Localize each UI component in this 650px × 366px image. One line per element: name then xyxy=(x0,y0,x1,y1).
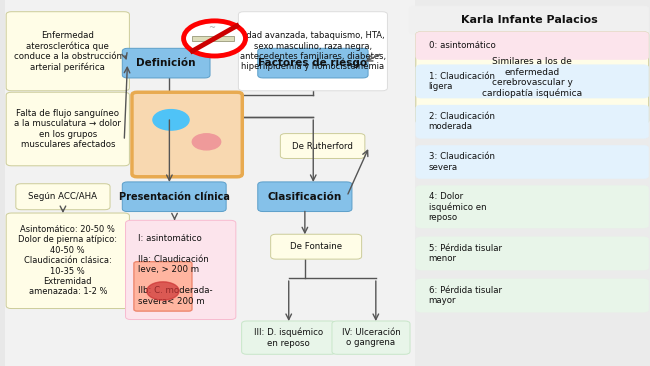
FancyBboxPatch shape xyxy=(416,186,649,228)
Text: Similares a los de
enfermedad
cerebrovascular y
cardiopatía isquémica: Similares a los de enfermedad cerebrovas… xyxy=(482,57,582,98)
FancyBboxPatch shape xyxy=(416,32,649,124)
Text: De Rutherford: De Rutherford xyxy=(292,142,353,150)
FancyBboxPatch shape xyxy=(270,234,361,259)
FancyBboxPatch shape xyxy=(6,92,129,166)
Text: 4: Dolor
isquémico en
reposo: 4: Dolor isquémico en reposo xyxy=(429,191,486,222)
Text: 2: Claudicación
moderada: 2: Claudicación moderada xyxy=(429,112,495,131)
FancyBboxPatch shape xyxy=(5,0,415,366)
Text: 1: Claudicación
ligera: 1: Claudicación ligera xyxy=(429,72,495,91)
Text: De Fontaine: De Fontaine xyxy=(290,242,342,251)
FancyBboxPatch shape xyxy=(280,134,365,158)
Circle shape xyxy=(153,109,189,130)
Text: IV: Ulceración
o gangrena: IV: Ulceración o gangrena xyxy=(342,328,400,347)
FancyBboxPatch shape xyxy=(258,182,352,212)
FancyBboxPatch shape xyxy=(242,321,336,354)
Text: Definición: Definición xyxy=(136,58,196,68)
Text: Falta de flujo sanguíneo
a la musculatura → dolor
en los grupos
musculares afect: Falta de flujo sanguíneo a la musculatur… xyxy=(14,109,121,149)
FancyBboxPatch shape xyxy=(132,92,242,177)
FancyBboxPatch shape xyxy=(415,0,650,366)
FancyBboxPatch shape xyxy=(416,145,649,179)
Text: Edad avanzada, tabaquismo, HTA,
sexo masculino, raza negra,
antecedentes familia: Edad avanzada, tabaquismo, HTA, sexo mas… xyxy=(240,31,386,71)
FancyBboxPatch shape xyxy=(6,213,129,309)
FancyBboxPatch shape xyxy=(410,6,649,34)
FancyBboxPatch shape xyxy=(134,262,192,311)
Circle shape xyxy=(183,21,246,56)
FancyBboxPatch shape xyxy=(416,237,649,270)
FancyBboxPatch shape xyxy=(6,12,129,91)
Text: Karla Infante Palacios: Karla Infante Palacios xyxy=(461,15,597,25)
FancyBboxPatch shape xyxy=(416,65,649,98)
Circle shape xyxy=(147,282,179,300)
Circle shape xyxy=(192,134,221,150)
FancyBboxPatch shape xyxy=(416,105,649,138)
Text: Presentación clínica: Presentación clínica xyxy=(119,192,229,202)
Text: 3: Claudicación
severa: 3: Claudicación severa xyxy=(429,152,495,172)
FancyBboxPatch shape xyxy=(122,182,226,212)
FancyBboxPatch shape xyxy=(125,220,236,320)
Text: 5: Pérdida tisular
menor: 5: Pérdida tisular menor xyxy=(429,244,502,263)
FancyBboxPatch shape xyxy=(332,321,410,354)
FancyBboxPatch shape xyxy=(239,12,387,91)
Text: 6: Pérdida tisular
mayor: 6: Pérdida tisular mayor xyxy=(429,286,502,305)
Text: 0: asintomático: 0: asintomático xyxy=(429,41,495,50)
Text: Según ACC/AHA: Según ACC/AHA xyxy=(29,192,97,201)
FancyBboxPatch shape xyxy=(192,36,234,41)
Text: Factores de riesgo: Factores de riesgo xyxy=(258,58,367,68)
FancyBboxPatch shape xyxy=(416,32,649,60)
FancyBboxPatch shape xyxy=(416,279,649,312)
FancyBboxPatch shape xyxy=(258,48,368,78)
Text: ~: ~ xyxy=(208,23,214,32)
FancyBboxPatch shape xyxy=(16,184,110,210)
Text: Enfermedad
aterosclerótica que
conduce a la obstrucción
arterial periférica: Enfermedad aterosclerótica que conduce a… xyxy=(14,30,122,72)
Text: Clasificación: Clasificación xyxy=(268,192,342,202)
Text: I: asintomático

IIa: Claudicación
leve, > 200 m

IIb: C. moderada-
severa< 200 : I: asintomático IIa: Claudicación leve, … xyxy=(138,234,213,306)
Text: III: D. isquémico
en reposo: III: D. isquémico en reposo xyxy=(254,328,323,348)
FancyBboxPatch shape xyxy=(122,48,210,78)
Text: Asintomático: 20-50 %
Dolor de pierna atípico:
40-50 %
Claudicación clásica:
10-: Asintomático: 20-50 % Dolor de pierna at… xyxy=(18,225,117,296)
